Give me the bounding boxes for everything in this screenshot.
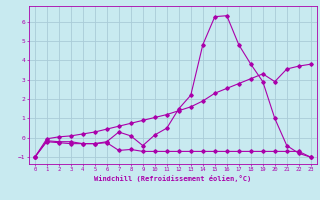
- X-axis label: Windchill (Refroidissement éolien,°C): Windchill (Refroidissement éolien,°C): [94, 175, 252, 182]
